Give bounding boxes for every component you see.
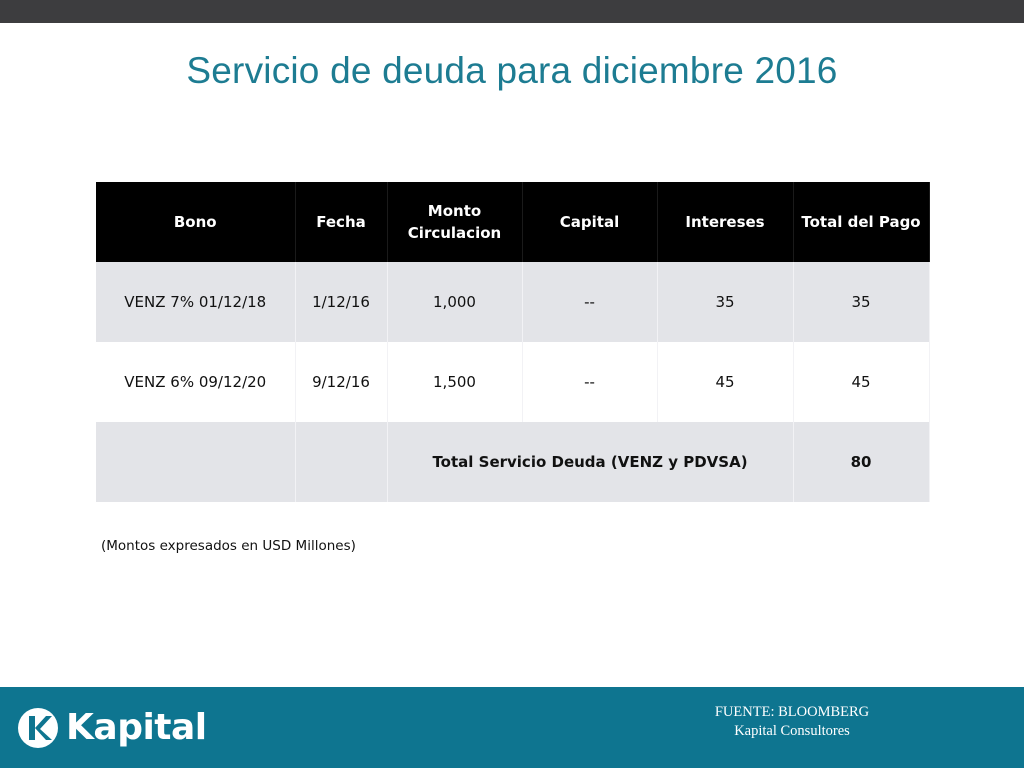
header-fecha: Fecha <box>295 182 388 262</box>
logo-text: Kapital <box>66 707 207 748</box>
source-credit: FUENTE: BLOOMBERG Kapital Consultores <box>712 703 872 741</box>
header-monto-circulacion: Monto Circulacion <box>387 182 523 262</box>
cell-empty <box>295 422 388 502</box>
total-label: Total Servicio Deuda (VENZ y PDVSA) <box>387 422 794 502</box>
source-line-1: FUENTE: BLOOMBERG <box>714 704 870 720</box>
cell-intereses: 35 <box>657 262 794 342</box>
cell-fecha: 9/12/16 <box>295 342 388 422</box>
cell-bono: VENZ 7% 01/12/18 <box>96 262 296 342</box>
cell-intereses: 45 <box>657 342 794 422</box>
header-monto-line2: Circulacion <box>407 224 502 242</box>
source-line-2: Kapital Consultores <box>734 723 850 739</box>
amounts-note: (Montos expresados en USD Millones) <box>101 538 356 554</box>
cell-total: 45 <box>793 342 930 422</box>
cell-total: 35 <box>793 262 930 342</box>
header-capital: Capital <box>522 182 658 262</box>
cell-fecha: 1/12/16 <box>295 262 388 342</box>
cell-capital: -- <box>522 262 658 342</box>
total-value: 80 <box>793 422 930 502</box>
kapital-logo-icon <box>18 708 58 748</box>
table-row: VENZ 6% 09/12/20 9/12/16 1,500 -- 45 45 <box>96 342 930 422</box>
table-header-row: Bono Fecha Monto Circulacion Capital Int… <box>96 182 930 262</box>
header-monto-line1: Monto <box>427 202 482 220</box>
cell-empty <box>96 422 296 502</box>
cell-monto: 1,500 <box>387 342 523 422</box>
table-row: VENZ 7% 01/12/18 1/12/16 1,000 -- 35 35 <box>96 262 930 342</box>
top-bar <box>0 0 1024 23</box>
footer-bar: Kapital FUENTE: BLOOMBERG Kapital Consul… <box>0 687 1024 768</box>
header-bono: Bono <box>96 182 296 262</box>
header-intereses: Intereses <box>657 182 794 262</box>
table-total-row: Total Servicio Deuda (VENZ y PDVSA) 80 <box>96 422 930 502</box>
header-total-pago: Total del Pago <box>793 182 930 262</box>
cell-capital: -- <box>522 342 658 422</box>
kapital-logo: Kapital <box>16 706 207 750</box>
slide-title: Servicio de deuda para diciembre 2016 <box>186 50 838 91</box>
cell-bono: VENZ 6% 09/12/20 <box>96 342 296 422</box>
cell-monto: 1,000 <box>387 262 523 342</box>
debt-service-table: Bono Fecha Monto Circulacion Capital Int… <box>96 182 930 502</box>
